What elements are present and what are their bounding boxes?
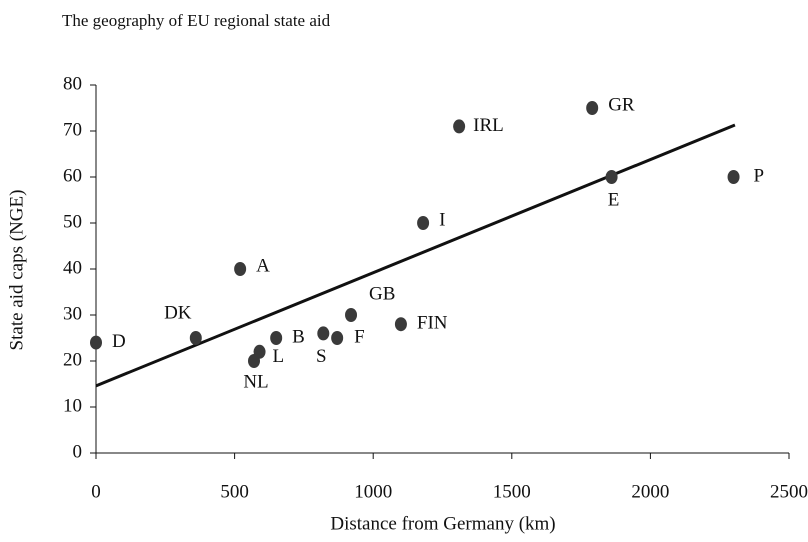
point <box>586 101 599 115</box>
point-label: IRL <box>473 115 504 136</box>
y-tick-label: 80 <box>63 73 82 94</box>
point-label: NL <box>243 371 268 392</box>
point-label: FIN <box>417 313 448 334</box>
point <box>331 331 344 345</box>
point <box>727 170 740 184</box>
point <box>453 119 466 134</box>
point <box>605 170 618 184</box>
x-tick-label: 1500 <box>493 481 531 502</box>
x-tick-label: 500 <box>220 481 249 502</box>
point-label: F <box>354 326 365 347</box>
x-tick-label: 2000 <box>631 481 669 502</box>
x-tick-label: 2500 <box>770 481 808 502</box>
y-tick-label: 70 <box>63 119 82 140</box>
point <box>189 331 202 345</box>
point-label: GR <box>608 94 635 115</box>
point <box>317 326 330 341</box>
point-label: E <box>608 189 620 210</box>
chart-title: The geography of EU regional state aid <box>62 11 331 30</box>
y-tick-label: 20 <box>63 349 82 370</box>
point-label: I <box>439 209 445 230</box>
point-label: A <box>256 255 270 276</box>
y-tick-label: 0 <box>73 441 83 462</box>
point <box>345 308 358 322</box>
point <box>394 317 407 332</box>
point <box>234 262 247 276</box>
point-label: DK <box>164 302 192 323</box>
x-tick-label: 1000 <box>354 481 392 502</box>
point-label: P <box>754 165 765 186</box>
trend-line <box>95 123 736 388</box>
point <box>253 344 266 359</box>
point-label: D <box>112 331 126 352</box>
point <box>270 331 283 345</box>
y-tick-label: 50 <box>63 211 82 232</box>
y-axis-title: State aid caps (NGE) <box>6 190 27 351</box>
point <box>417 216 430 230</box>
y-tick-label: 40 <box>63 257 82 278</box>
point-label: S <box>316 346 327 367</box>
y-tick-label: 30 <box>63 303 82 324</box>
point-label: GB <box>369 283 395 304</box>
y-tick-label: 10 <box>63 395 82 416</box>
point-label: B <box>292 326 305 347</box>
x-tick-label: 0 <box>91 481 101 502</box>
point <box>90 335 102 350</box>
point-label: L <box>273 346 285 367</box>
y-tick-label: 60 <box>63 165 82 186</box>
x-axis-title: Distance from Germany (km) <box>330 513 555 534</box>
